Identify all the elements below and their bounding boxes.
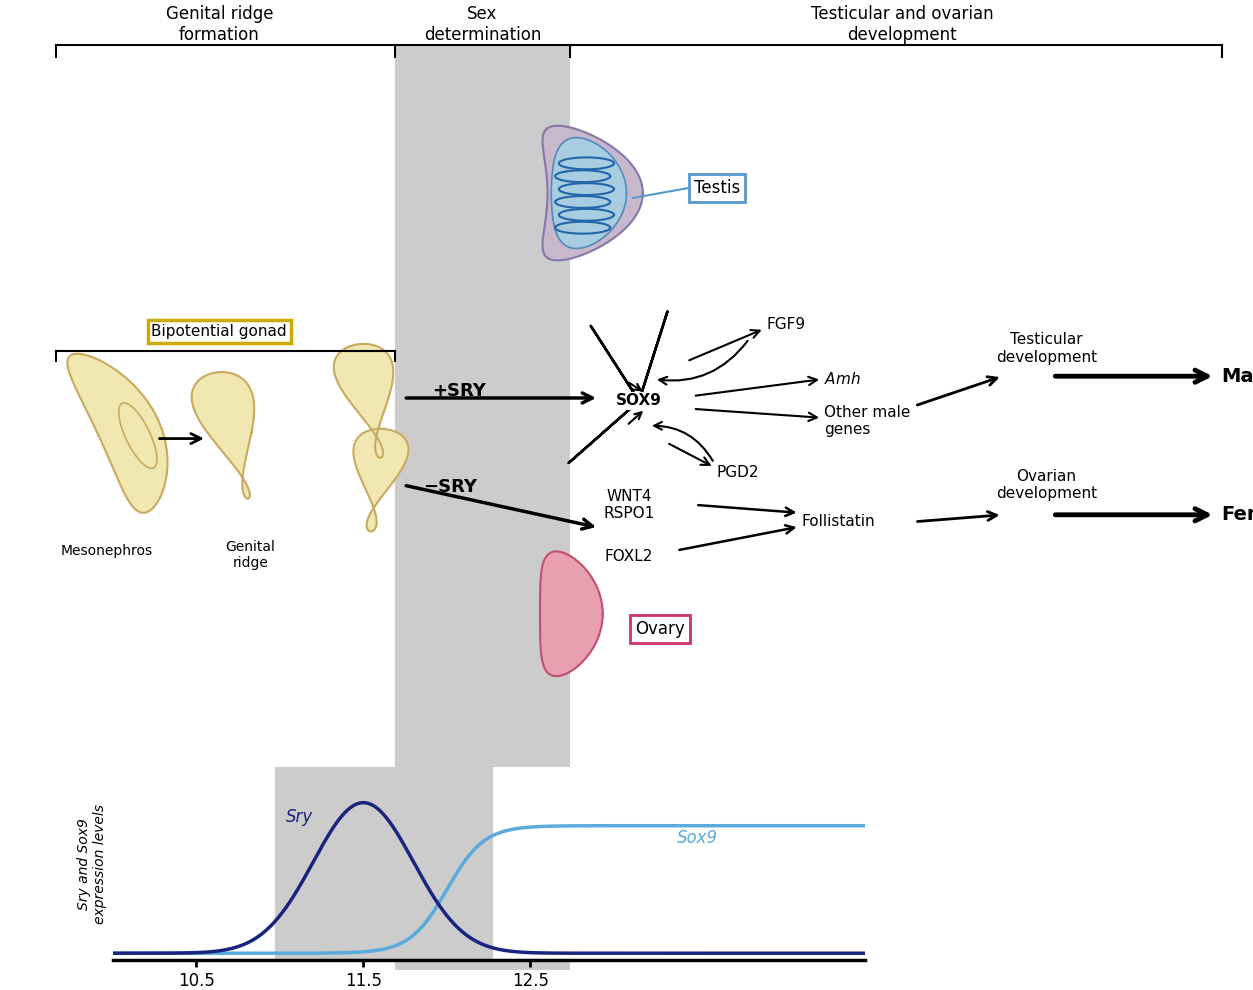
Text: Testis: Testis: [694, 179, 739, 197]
Bar: [395, 45, 570, 970]
Y-axis label: Sry and Sox9
expression levels: Sry and Sox9 expression levels: [76, 804, 108, 924]
Text: FGF9: FGF9: [767, 317, 806, 333]
Text: Sox9: Sox9: [677, 829, 718, 847]
Polygon shape: [119, 403, 157, 468]
Text: FOXL2: FOXL2: [605, 548, 653, 564]
Polygon shape: [68, 353, 168, 513]
Text: Sex
determination: Sex determination: [424, 5, 541, 45]
Bar: [274, 767, 492, 960]
Text: Ovary: Ovary: [635, 620, 685, 638]
Text: +SRY: +SRY: [432, 382, 486, 400]
Polygon shape: [333, 344, 393, 457]
Text: Follistatin: Follistatin: [802, 514, 876, 530]
Text: Genital ridge
formation: Genital ridge formation: [165, 5, 273, 45]
Text: Female: Female: [1222, 505, 1253, 525]
Text: Testicular
development: Testicular development: [996, 333, 1096, 364]
Text: Bipotential gonad: Bipotential gonad: [152, 324, 287, 340]
Text: PGD2: PGD2: [717, 464, 759, 480]
Text: Genital
ridge: Genital ridge: [226, 540, 276, 570]
Polygon shape: [192, 372, 254, 499]
Polygon shape: [551, 138, 626, 248]
Text: Ovarian
development: Ovarian development: [996, 469, 1096, 501]
Text: Mesonephros: Mesonephros: [60, 544, 153, 558]
Text: Other male
genes: Other male genes: [824, 405, 911, 437]
Polygon shape: [543, 126, 643, 260]
Text: Sry: Sry: [286, 808, 313, 826]
Text: $\mathit{Amh}$: $\mathit{Amh}$: [824, 371, 861, 387]
Text: Male: Male: [1222, 366, 1253, 386]
Polygon shape: [540, 551, 603, 676]
Text: −SRY: −SRY: [424, 478, 477, 496]
Text: WNT4
RSPO1: WNT4 RSPO1: [604, 489, 654, 521]
Polygon shape: [353, 429, 408, 532]
Text: Testicular and ovarian
development: Testicular and ovarian development: [811, 5, 994, 45]
Text: SOX9: SOX9: [616, 393, 662, 409]
